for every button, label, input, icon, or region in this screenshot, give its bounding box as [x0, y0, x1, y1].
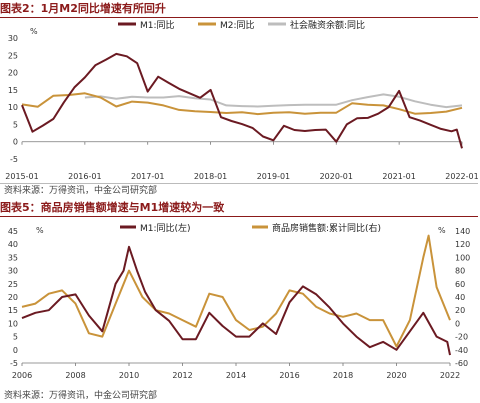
- series-line: [21, 234, 451, 348]
- y-tick-label: 5: [13, 120, 18, 129]
- y-right-tick-label: 120: [455, 240, 470, 249]
- y-tick-label: 20: [8, 69, 18, 78]
- y-right-tick-label: 100: [455, 253, 470, 262]
- y-left-tick-label: 40: [8, 240, 18, 249]
- y-right-tick-label: -40: [455, 346, 468, 355]
- legend-label: M2:同比: [220, 19, 255, 31]
- y-left-tick-label: 20: [8, 293, 18, 302]
- y-left-tick-label: 15: [8, 306, 18, 315]
- x-tick-label: 2018: [333, 371, 353, 380]
- x-tick-label: 2012: [172, 371, 192, 380]
- series-line: [21, 52, 463, 149]
- x-tick-label: 2022: [440, 371, 460, 380]
- x-tick-label: 2006: [12, 371, 32, 380]
- x-tick-label: 2020-01: [320, 172, 353, 181]
- y-left-tick-label: 35: [8, 253, 18, 262]
- x-tick-label: 2018-01: [194, 172, 227, 181]
- y-left-tick-label: 45: [8, 227, 18, 236]
- y-right-tick-label: 40: [455, 293, 465, 302]
- series-line: [21, 245, 451, 356]
- legend-label: M1:同比: [140, 19, 175, 31]
- x-tick-label: 2016: [279, 371, 299, 380]
- x-tick-label: 2020: [386, 371, 406, 380]
- legend-label: M1:同比(左): [140, 222, 191, 234]
- y-right-tick-label: 140: [455, 227, 470, 236]
- legend-label: 社会融资余额:同比: [290, 19, 365, 31]
- y-left-tick-label: 0: [13, 346, 18, 355]
- y-left-tick-label: 5: [13, 333, 18, 342]
- top-source-rule: [0, 183, 478, 184]
- top-chart-title: 图表2：1月M2同比增速有所回升: [0, 2, 166, 15]
- y-tick-label: 25: [8, 51, 18, 60]
- y-left-tick-label: 30: [8, 267, 18, 276]
- y-left-tick-label: -5: [10, 359, 18, 368]
- y-left-tick-label: 25: [8, 280, 18, 289]
- y-tick-label: 15: [8, 86, 18, 95]
- top-chart-source: 资料来源：万得资讯，中金公司研究部: [4, 186, 158, 196]
- legend-label: 商品房销售额:累计同比(右): [272, 222, 381, 234]
- y-right-tick-label: -60: [455, 359, 468, 368]
- top-title-rule: [0, 17, 478, 18]
- x-tick-label: 2016-01: [68, 172, 101, 181]
- m1-vs-property-sales-chart: -5 0 5 10 15 20 25 30 35 40 45 -60 -40 -20 0 20 40 60 80 10…: [8, 222, 470, 380]
- bottom-title-rule: [0, 216, 478, 217]
- series-line: [84, 93, 463, 109]
- x-tick-label: 2021-01: [382, 172, 415, 181]
- x-tick-label: 2014: [226, 371, 246, 380]
- y-tick-label: 0: [13, 138, 18, 147]
- m1-m2-growth-chart: -5 0 5 10 15 20 25 30% 2015-01 2016-01 2017-01 2018…: [5, 19, 478, 181]
- bottom-chart-source: 资料来源：万得资讯，中金公司研究部: [4, 391, 158, 401]
- y-tick-label: -5: [10, 155, 18, 164]
- y-unit-label: %: [30, 27, 38, 36]
- x-tick-label: 2008: [65, 371, 85, 380]
- y-right-tick-label: 80: [455, 267, 465, 276]
- y-right-tick-label: -20: [455, 333, 468, 342]
- y-left-tick-label: 10: [8, 319, 18, 328]
- y-tick-label: 30: [8, 34, 18, 43]
- y-right-tick-label: 20: [455, 306, 465, 315]
- y-left-unit-label: %: [36, 226, 44, 235]
- y-tick-label: 10: [8, 103, 18, 112]
- x-tick-label: 2015-01: [5, 172, 38, 181]
- y-right-tick-label: 60: [455, 280, 465, 289]
- y-right-tick-label: 0: [455, 319, 460, 328]
- y-right-unit-label: %: [438, 226, 446, 235]
- x-tick-label: 2019-01: [257, 172, 290, 181]
- x-tick-label: 2010: [119, 371, 139, 380]
- x-tick-label: 2022-01: [445, 172, 478, 181]
- bottom-chart-title: 图表5：商品房销售额增速与M1增速较为一致: [0, 201, 225, 214]
- x-tick-label: 2017-01: [131, 172, 164, 181]
